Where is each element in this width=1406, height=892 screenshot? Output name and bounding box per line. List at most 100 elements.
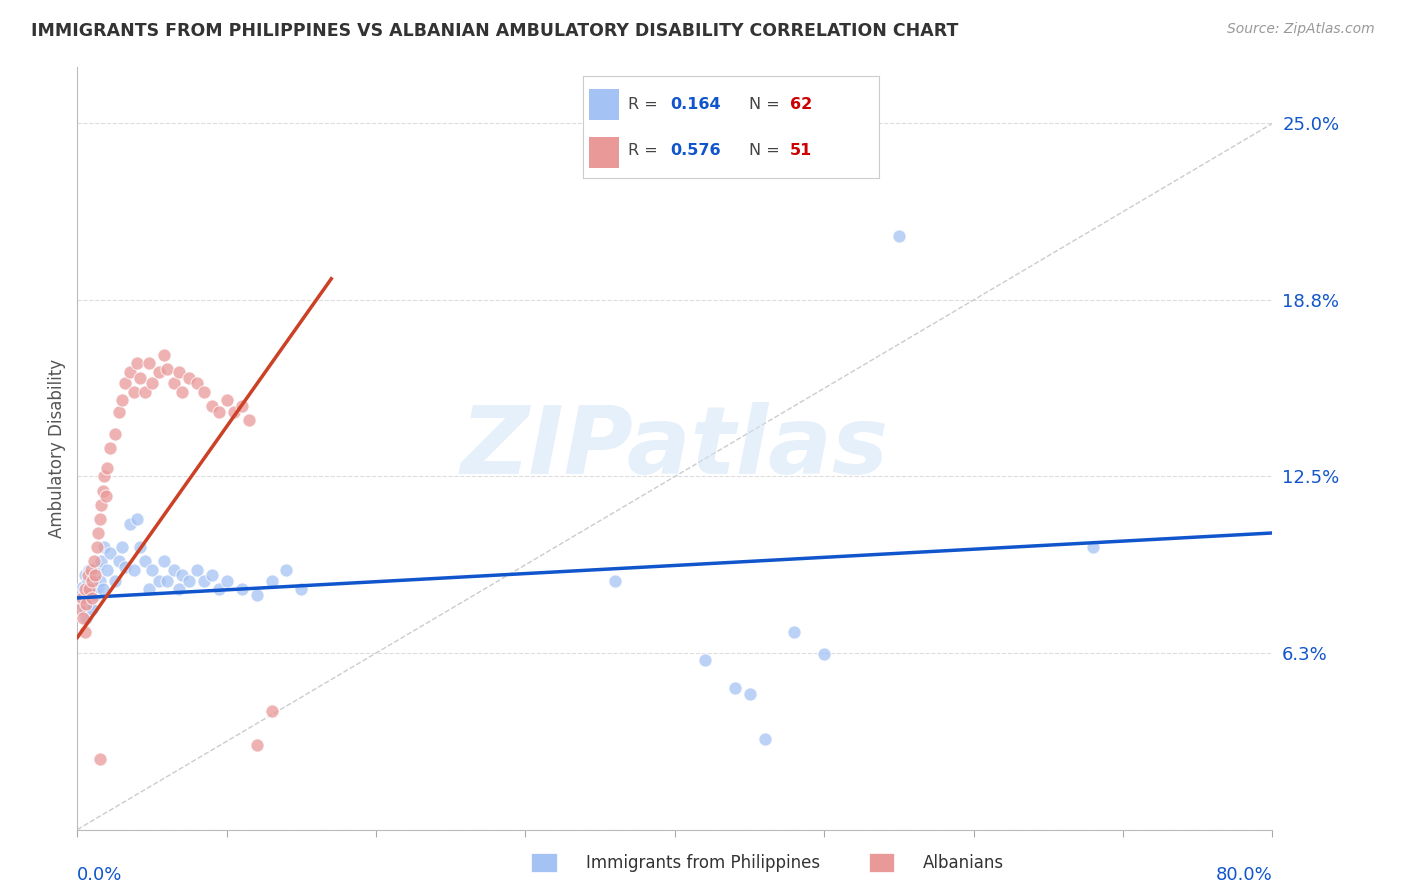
Point [79,597,101,611]
Text: 51: 51 [790,144,813,158]
Point [127,356,149,371]
Point [80,563,103,577]
Point [70,599,93,614]
Point [90,554,112,568]
Point [82,602,104,616]
Point [1083,540,1105,554]
Point [260,574,283,588]
Point [84,568,107,582]
Point [79,563,101,577]
Point [104,427,127,442]
Point [887,229,910,244]
Point [69,588,91,602]
Point [84,588,107,602]
Point [201,399,224,413]
Point [193,574,215,588]
Point [118,517,141,532]
Point [186,563,208,577]
Point [73,624,96,639]
Bar [869,853,894,872]
Point [73,602,96,616]
Text: Source: ZipAtlas.com: Source: ZipAtlas.com [1227,22,1375,37]
Point [129,370,152,384]
Point [118,365,141,379]
Text: Immigrants from Philippines: Immigrants from Philippines [586,855,820,872]
Point [167,582,190,597]
Point [193,384,215,399]
Text: R =: R = [627,97,662,112]
Point [724,681,747,696]
Point [82,591,104,605]
Point [82,577,104,591]
Point [111,393,134,408]
Point [108,404,131,418]
Point [72,580,94,594]
Point [783,624,806,639]
Point [93,540,115,554]
Point [93,469,115,483]
Point [82,574,104,588]
Point [89,752,111,766]
Text: N =: N = [749,144,785,158]
Text: Albanians: Albanians [922,855,1004,872]
Point [73,568,96,582]
Bar [531,853,557,872]
Point [231,582,253,597]
Point [89,574,111,588]
Point [87,580,110,594]
Text: ZIPatlas: ZIPatlas [461,402,889,494]
Point [238,413,260,427]
Point [84,568,107,582]
Point [246,738,269,752]
Point [156,362,179,376]
Point [179,574,201,588]
Point [153,348,176,362]
Point [148,365,170,379]
Point [75,611,97,625]
Point [75,582,97,597]
Point [75,597,97,611]
Point [208,404,231,418]
Point [90,498,112,512]
FancyBboxPatch shape [589,137,619,168]
Point [91,582,114,597]
Point [96,563,118,577]
Point [86,560,108,574]
Point [138,356,160,371]
Point [156,574,179,588]
Point [80,585,103,599]
Point [111,540,134,554]
Point [94,489,117,503]
Text: 62: 62 [790,97,813,112]
Point [170,384,193,399]
Point [141,563,163,577]
Y-axis label: Ambulatory Disability: Ambulatory Disability [48,359,66,538]
Point [163,563,186,577]
FancyBboxPatch shape [589,89,619,120]
Point [72,611,94,625]
Point [186,376,208,391]
Point [91,483,114,498]
Point [754,732,776,747]
Point [167,365,190,379]
Text: 0.0%: 0.0% [77,866,122,884]
Point [96,461,118,475]
Point [76,574,98,588]
Point [231,399,253,413]
Point [127,512,149,526]
Text: R =: R = [627,144,662,158]
Point [89,512,111,526]
Point [122,384,145,399]
Point [104,574,127,588]
Point [260,704,283,718]
Point [738,687,761,701]
Text: IMMIGRANTS FROM PHILIPPINES VS ALBANIAN AMBULATORY DISABILITY CORRELATION CHART: IMMIGRANTS FROM PHILIPPINES VS ALBANIAN … [31,22,959,40]
Point [215,393,238,408]
Point [108,554,131,568]
Point [98,442,121,455]
Text: 80.0%: 80.0% [1216,866,1272,884]
Point [208,582,231,597]
Point [114,376,136,391]
Point [69,602,91,616]
Point [83,554,105,568]
